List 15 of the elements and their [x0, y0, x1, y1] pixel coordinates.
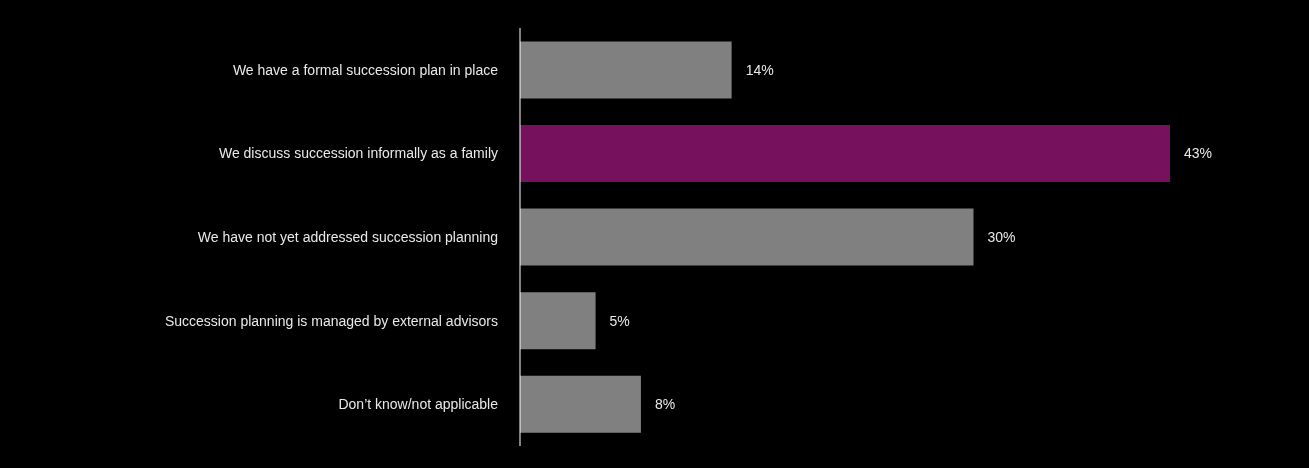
y-tick-label: Don’t know/not applicable	[338, 396, 499, 413]
y-tick-label: We have not yet addressed succession planning	[197, 228, 498, 245]
data-label: 43%	[1184, 145, 1213, 162]
data-label: 5%	[609, 312, 630, 329]
y-tick-label: We have a formal succession plan in place	[232, 61, 499, 78]
bar	[520, 208, 974, 266]
bar	[520, 292, 596, 350]
bar	[520, 124, 1170, 182]
bar	[520, 41, 732, 99]
y-tick-label: We discuss succession informally as a family	[218, 145, 498, 162]
bar	[520, 375, 641, 433]
data-label: 8%	[654, 396, 676, 413]
data-label: 14%	[745, 61, 774, 78]
data-label: 30%	[987, 229, 1016, 246]
y-tick-label: Succession planning is managed by external advisors	[164, 312, 498, 329]
